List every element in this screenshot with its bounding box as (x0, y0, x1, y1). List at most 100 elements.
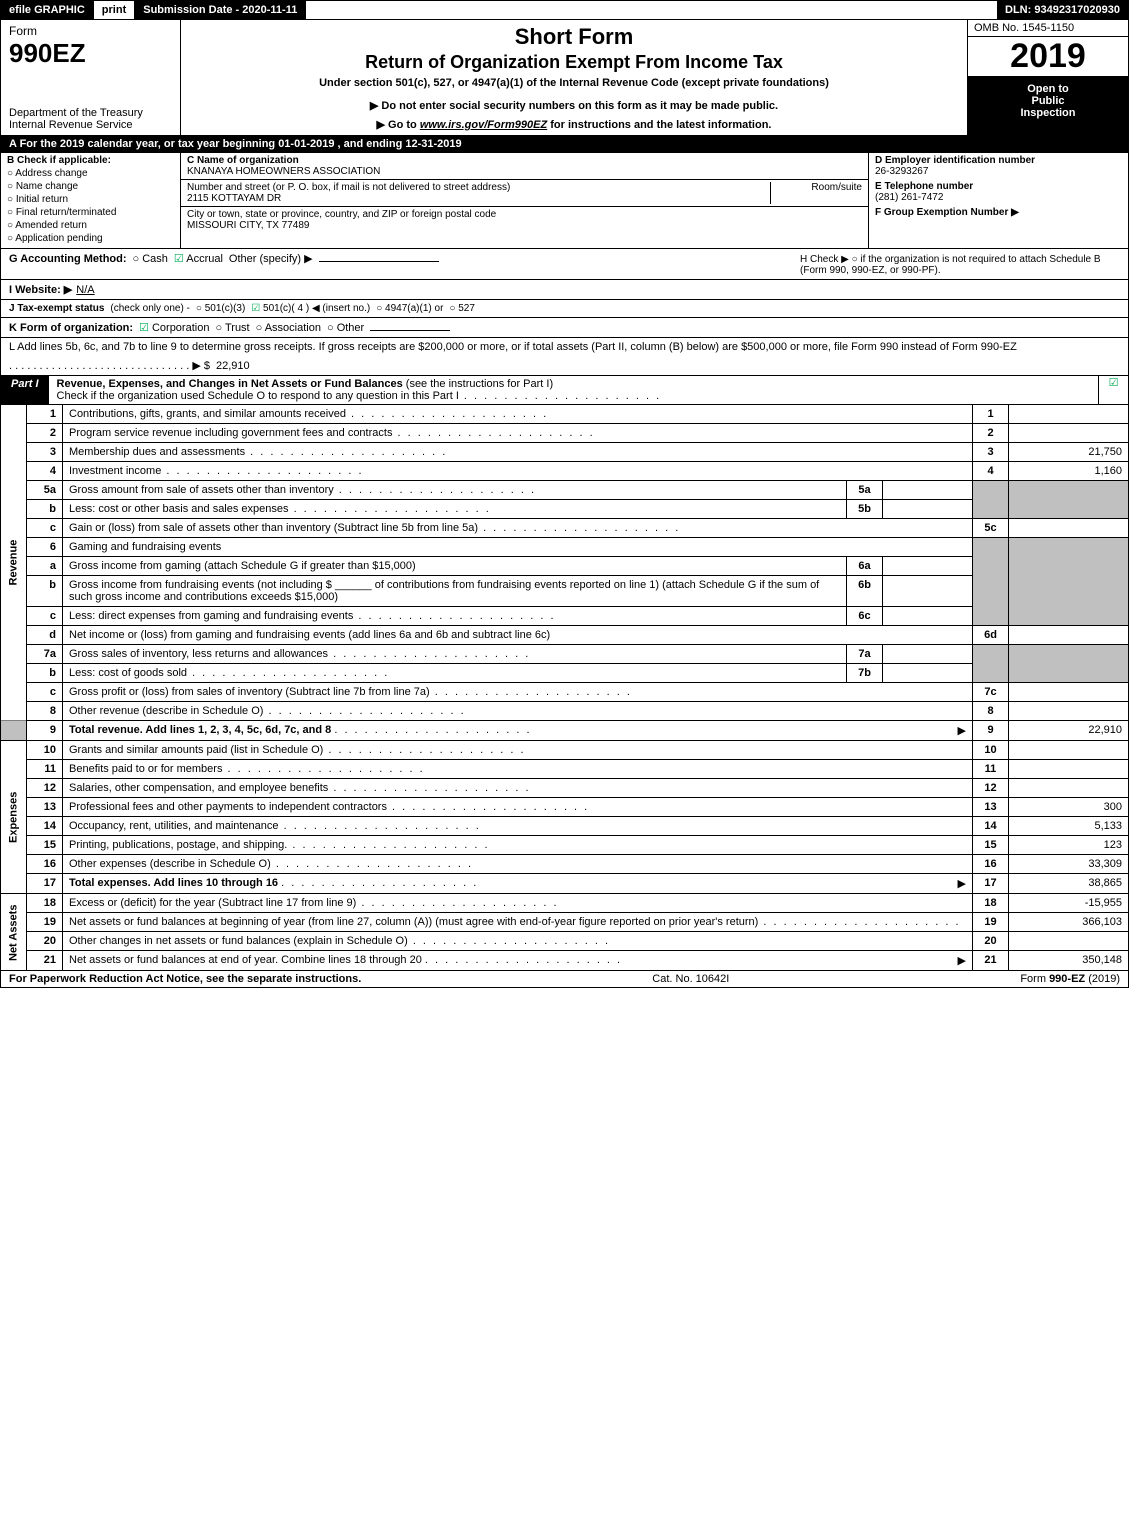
line-5c: c Gain or (loss) from sale of assets oth… (1, 519, 1129, 538)
chk-corporation[interactable]: Corporation (139, 321, 209, 334)
efile-label: efile GRAPHIC (1, 1, 94, 19)
tax-year-row: A For the 2019 calendar year, or tax yea… (0, 136, 1129, 153)
l18-num: 18 (27, 894, 63, 913)
l5a-sub: 5a (847, 481, 883, 500)
instructions-link-row: ▶ Go to www.irs.gov/Form990EZ for instru… (191, 118, 957, 131)
line-19: 19 Net assets or fund balances at beginn… (1, 913, 1129, 932)
l3-amt: 21,750 (1009, 443, 1129, 462)
l12-text: Salaries, other compensation, and employ… (63, 779, 973, 798)
ein-value: 26-3293267 (875, 166, 1122, 177)
chk-other-org[interactable]: Other (327, 322, 364, 334)
l6d-rnum: 6d (973, 626, 1009, 645)
chk-association[interactable]: Association (256, 322, 321, 334)
l18-rnum: 18 (973, 894, 1009, 913)
line-11: 11 Benefits paid to or for members 11 (1, 760, 1129, 779)
l8-num: 8 (27, 702, 63, 721)
netassets-side-label: Net Assets (1, 894, 27, 971)
instructions-link[interactable]: www.irs.gov/Form990EZ (420, 119, 547, 131)
l15-amt: 123 (1009, 836, 1129, 855)
chk-address-change[interactable]: Address change (7, 168, 174, 179)
row-j: J Tax-exempt status (check only one) - 5… (0, 300, 1129, 318)
part1-title-paren: (see the instructions for Part I) (406, 378, 553, 390)
chk-accrual[interactable]: ☑ Accrual (174, 252, 223, 265)
chk-527[interactable]: 527 (449, 303, 475, 314)
l19-amt: 366,103 (1009, 913, 1129, 932)
l20-num: 20 (27, 932, 63, 951)
l5a-subval (883, 481, 973, 500)
other-org-line[interactable] (370, 330, 450, 331)
inspect-line3: Inspection (972, 107, 1124, 119)
part1-check-line: Check if the organization used Schedule … (57, 390, 662, 402)
header-left: Form 990EZ Department of the Treasury In… (1, 20, 181, 135)
l4-amt: 1,160 (1009, 462, 1129, 481)
header-right: OMB No. 1545-1150 2019 Open to Public In… (968, 20, 1128, 135)
l8-rnum: 8 (973, 702, 1009, 721)
l1-amt (1009, 405, 1129, 424)
l5b-sub: 5b (847, 500, 883, 519)
l5c-text: Gain or (loss) from sale of assets other… (63, 519, 973, 538)
l6c-num: c (27, 607, 63, 626)
l21-arrow: ▶ (958, 954, 966, 967)
l6c-text: Less: direct expenses from gaming and fu… (63, 607, 847, 626)
chk-501c[interactable]: 501(c)( 4 ) ◀ (insert no.) (251, 303, 370, 314)
l6b-subval (883, 576, 973, 607)
tax-exempt-label: J Tax-exempt status (9, 303, 104, 314)
l11-text: Benefits paid to or for members (63, 760, 973, 779)
l6d-num: d (27, 626, 63, 645)
l17-arrow: ▶ (958, 877, 966, 890)
l3-rnum: 3 (973, 443, 1009, 462)
l5b-subval (883, 500, 973, 519)
chk-initial-return[interactable]: Initial return (7, 194, 174, 205)
chk-501c3[interactable]: 501(c)(3) (196, 303, 245, 314)
l7c-num: c (27, 683, 63, 702)
l17-num: 17 (27, 874, 63, 894)
line-6: 6 Gaming and fundraising events (1, 538, 1129, 557)
l21-amt: 350,148 (1009, 951, 1129, 971)
l7b-text: Less: cost of goods sold (63, 664, 847, 683)
l10-rnum: 10 (973, 741, 1009, 760)
l6-grey (973, 538, 1009, 626)
l17-dots (281, 877, 478, 889)
line-9: 9 Total revenue. Add lines 1, 2, 3, 4, 5… (1, 721, 1129, 741)
revenue-side-label: Revenue (1, 405, 27, 721)
chk-application-pending[interactable]: Application pending (7, 233, 174, 244)
street-label: Number and street (or P. O. box, if mail… (187, 182, 510, 193)
section-b: B Check if applicable: Address change Na… (1, 153, 181, 248)
l6c-subval (883, 607, 973, 626)
link-suffix: for instructions and the latest informat… (550, 119, 771, 131)
l17-rnum: 17 (973, 874, 1009, 894)
dln-label: DLN: (1005, 4, 1034, 16)
part1-check[interactable]: ☑ (1098, 376, 1128, 404)
chk-trust[interactable]: Trust (215, 322, 249, 334)
subtitle: Under section 501(c), 527, or 4947(a)(1)… (191, 77, 957, 89)
l14-num: 14 (27, 817, 63, 836)
l7ab-greyamt (1009, 645, 1129, 683)
line-2: 2 Program service revenue including gove… (1, 424, 1129, 443)
irs-label: Internal Revenue Service (9, 119, 172, 131)
line-4: 4 Investment income 4 1,160 (1, 462, 1129, 481)
chk-4947[interactable]: 4947(a)(1) or (376, 303, 443, 314)
line-15: 15 Printing, publications, postage, and … (1, 836, 1129, 855)
accounting-method-label: G Accounting Method: (9, 253, 127, 265)
l7a-subval (883, 645, 973, 664)
footer-form-year: (2019) (1088, 973, 1120, 985)
l6-num: 6 (27, 538, 63, 557)
l7ab-grey (973, 645, 1009, 683)
l8-amt (1009, 702, 1129, 721)
l9-rnum: 9 (973, 721, 1009, 741)
l10-num: 10 (27, 741, 63, 760)
l9-text-cell: Total revenue. Add lines 1, 2, 3, 4, 5c,… (63, 721, 973, 741)
l21-num: 21 (27, 951, 63, 971)
accrual-label: Accrual (186, 253, 223, 265)
print-button[interactable]: print (94, 1, 135, 19)
l12-num: 12 (27, 779, 63, 798)
row-l-dots: . . . . . . . . . . . . . . . . . . . . … (9, 359, 210, 372)
chk-amended-return[interactable]: Amended return (7, 220, 174, 231)
chk-final-return[interactable]: Final return/terminated (7, 207, 174, 218)
room-suite-label: Room/suite (770, 182, 862, 204)
chk-cash[interactable]: ○ Cash (133, 253, 168, 265)
other-specify-line[interactable] (319, 261, 439, 262)
l14-amt: 5,133 (1009, 817, 1129, 836)
chk-name-change[interactable]: Name change (7, 181, 174, 192)
l1-text: Contributions, gifts, grants, and simila… (63, 405, 973, 424)
